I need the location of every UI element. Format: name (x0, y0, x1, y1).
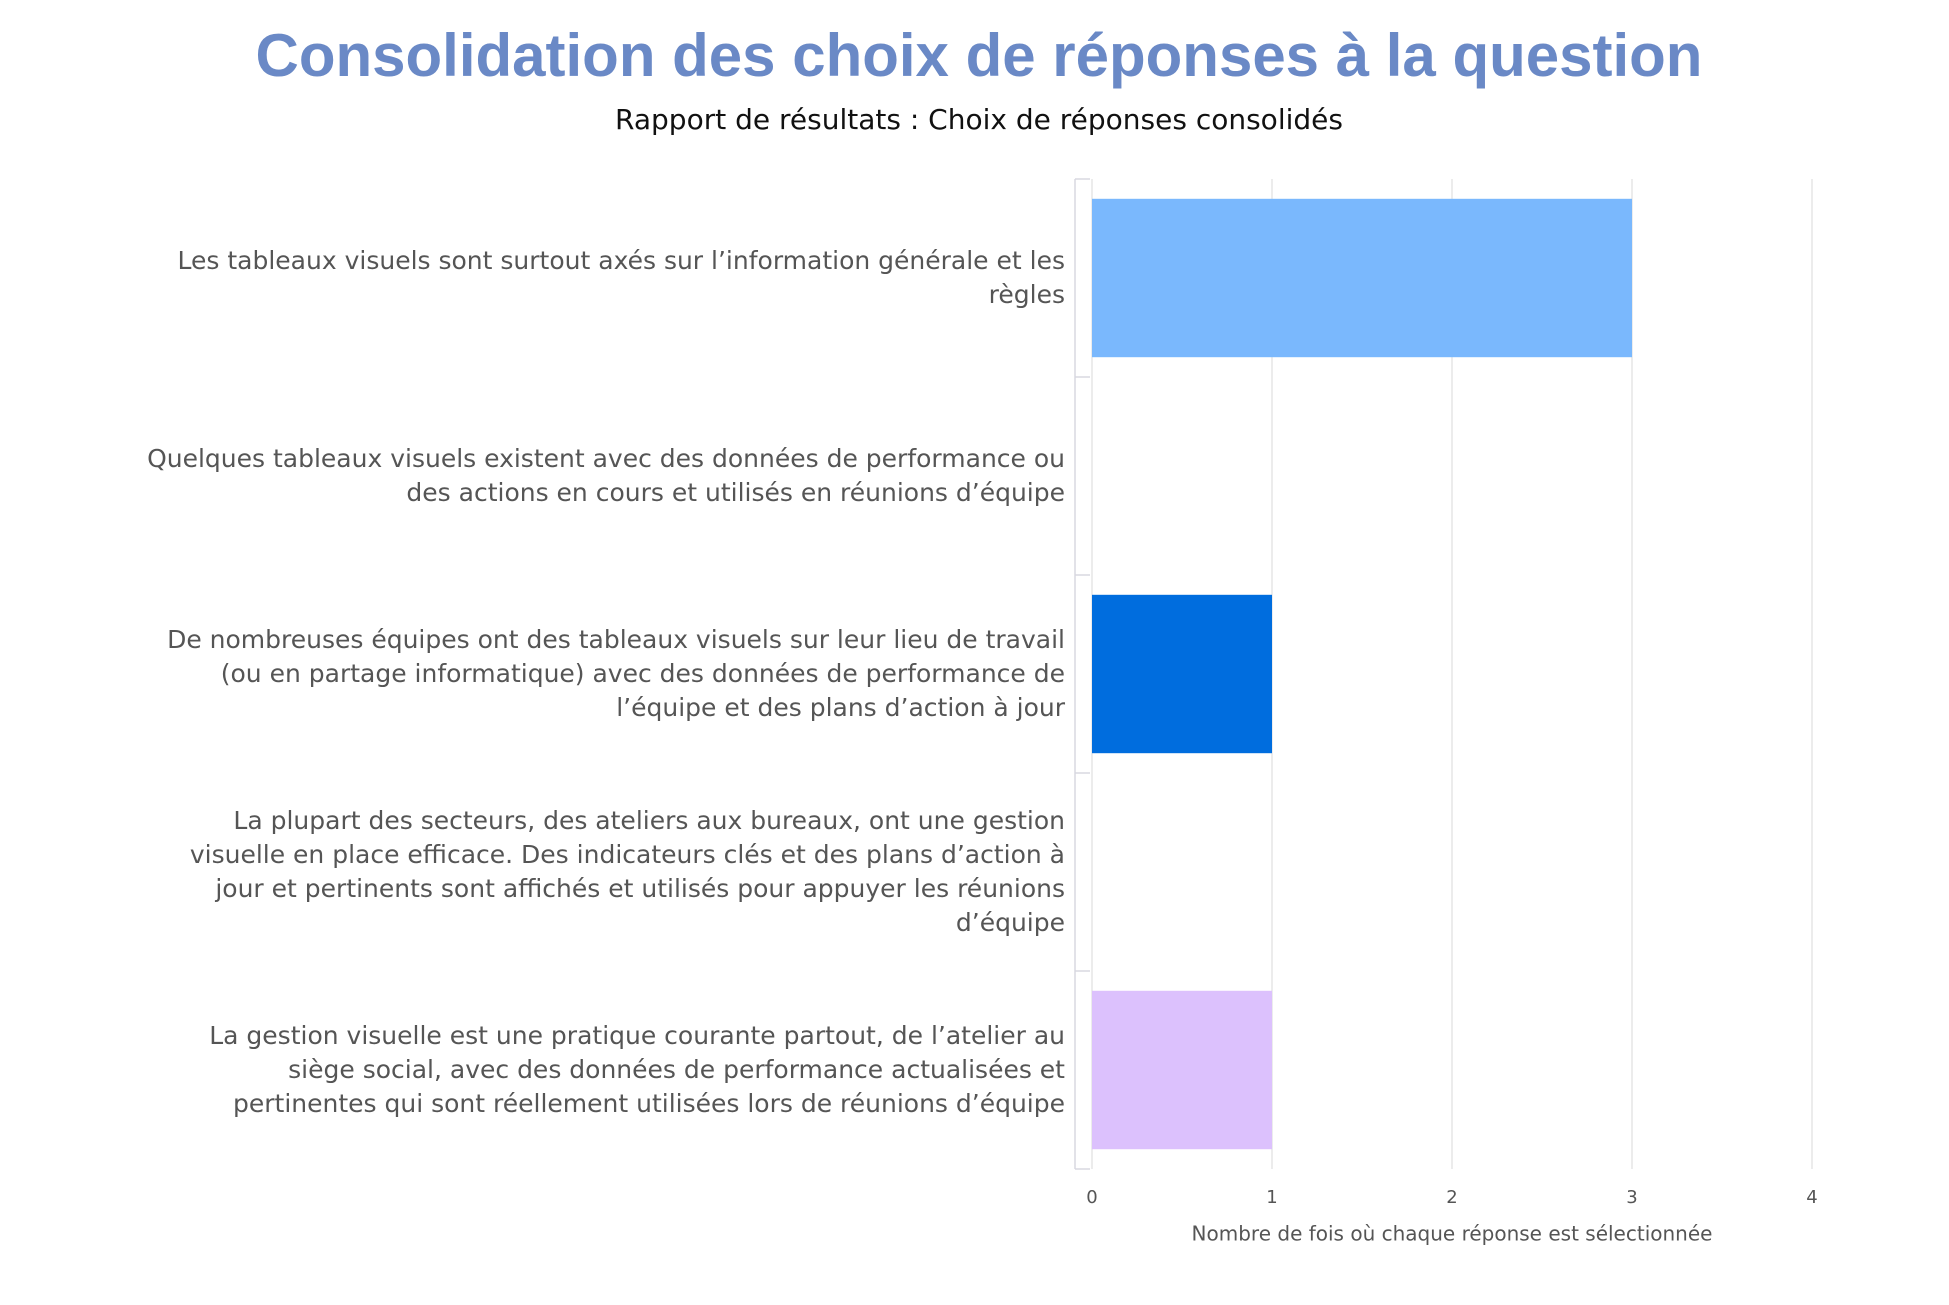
chart-title: Consolidation des choix de réponses à la… (256, 22, 1703, 89)
x-tick-label: 3 (1626, 1187, 1637, 1208)
bar (1092, 594, 1272, 754)
bar (1092, 198, 1632, 358)
x-tick-label: 2 (1446, 1187, 1457, 1208)
x-tick-label: 4 (1806, 1187, 1817, 1208)
x-tick-label: 1 (1266, 1187, 1277, 1208)
x-tick-label: 0 (1086, 1187, 1097, 1208)
x-axis-label: Nombre de fois où chaque réponse est sél… (1192, 1222, 1713, 1246)
y-tick-label: Les tableaux visuels sont surtout axés s… (177, 246, 1065, 309)
y-tick-label: La plupart des secteurs, des ateliers au… (189, 806, 1065, 937)
y-tick-label: De nombreuses équipes ont des tableaux v… (167, 625, 1065, 722)
y-tick-label: Quelques tableaux visuels existent avec … (147, 444, 1065, 507)
y-tick-label: La gestion visuelle est une pratique cou… (209, 1021, 1065, 1118)
bar (1092, 990, 1272, 1150)
chart-subtitle: Rapport de résultats : Choix de réponses… (615, 103, 1343, 136)
